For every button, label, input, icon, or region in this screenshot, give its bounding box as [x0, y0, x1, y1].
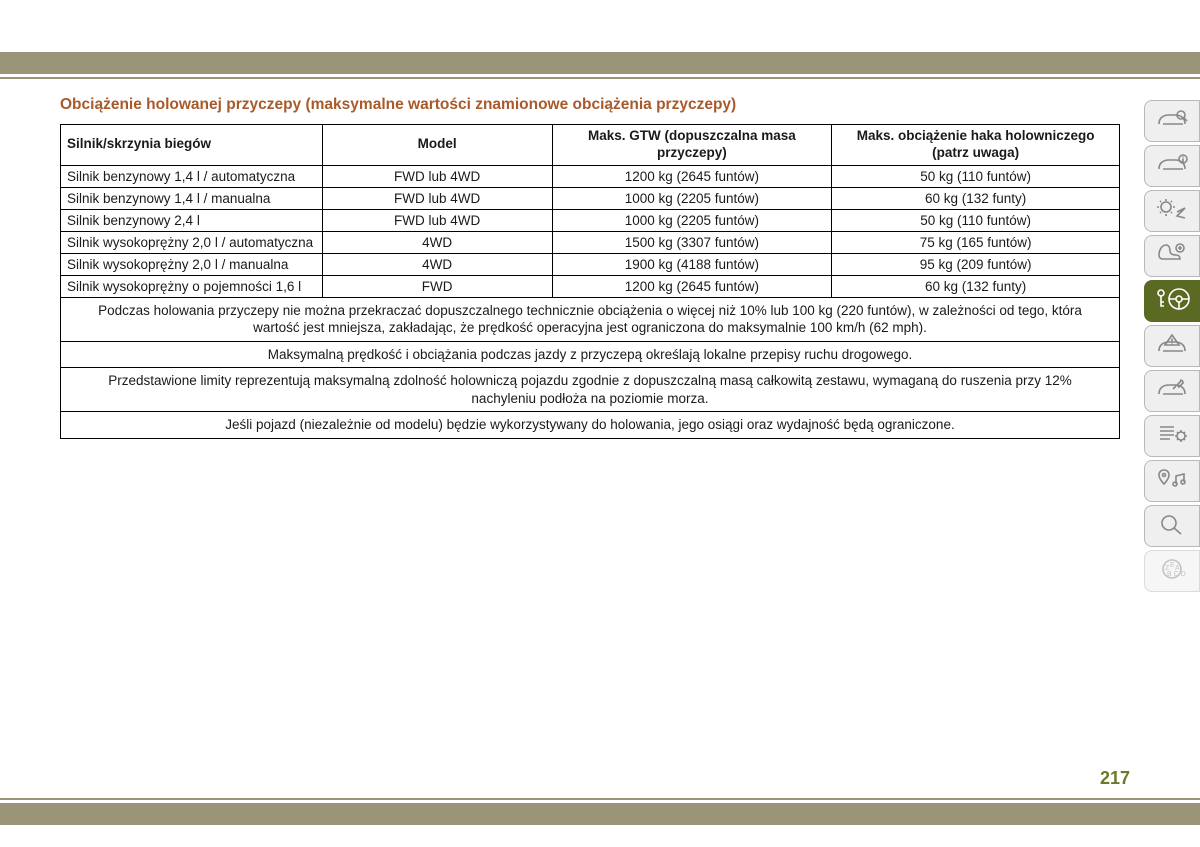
cell-hitch: 60 kg (132 funty)	[832, 275, 1120, 297]
cell-model: 4WD	[322, 231, 552, 253]
tab-lights[interactable]	[1144, 190, 1200, 232]
tab-seats[interactable]	[1144, 235, 1200, 277]
cell-hitch: 50 kg (110 funtów)	[832, 209, 1120, 231]
warning-car-icon	[1154, 331, 1190, 362]
tab-info[interactable]	[1144, 145, 1200, 187]
lights-icon	[1154, 196, 1190, 227]
car-search-icon	[1154, 106, 1190, 137]
cell-engine: Silnik benzynowy 2,4 l	[61, 209, 323, 231]
table-row: Silnik wysokoprężny o pojemności 1,6 l F…	[61, 275, 1120, 297]
tab-service[interactable]	[1144, 370, 1200, 412]
th-hitch: Maks. obciążenie haka holowniczego (patr…	[832, 125, 1120, 166]
tab-emergency[interactable]	[1144, 325, 1200, 367]
note-cell: Maksymalną prędkość i obciążania podczas…	[61, 341, 1120, 368]
page-number: 217	[1100, 768, 1130, 789]
cell-gtw: 1900 kg (4188 funtów)	[552, 253, 832, 275]
tab-index[interactable]: ZEAB C D	[1144, 550, 1200, 592]
table-row: Silnik wysokoprężny 2,0 l / manualna 4WD…	[61, 253, 1120, 275]
cell-hitch: 50 kg (110 funtów)	[832, 165, 1120, 187]
top-band	[0, 52, 1200, 74]
cell-model: FWD lub 4WD	[322, 187, 552, 209]
tab-multimedia[interactable]	[1144, 460, 1200, 502]
seat-icon	[1154, 241, 1190, 272]
cell-hitch: 95 kg (209 funtów)	[832, 253, 1120, 275]
table-note-row: Jeśli pojazd (niezależnie od modelu) będ…	[61, 412, 1120, 439]
cell-engine: Silnik wysokoprężny 2,0 l / automatyczna	[61, 231, 323, 253]
cell-gtw: 1200 kg (2645 funtów)	[552, 275, 832, 297]
cell-engine: Silnik benzynowy 1,4 l / automatyczna	[61, 165, 323, 187]
cell-gtw: 1000 kg (2205 funtów)	[552, 187, 832, 209]
svg-text:B C D: B C D	[1167, 571, 1186, 578]
table-note-row: Przedstawione limity reprezentują maksym…	[61, 368, 1120, 412]
th-gtw: Maks. GTW (dopuszczalna masa przyczepy)	[552, 125, 832, 166]
index-icon: ZEAB C D	[1154, 556, 1190, 587]
cell-gtw: 1200 kg (2645 funtów)	[552, 165, 832, 187]
table-row: Silnik benzynowy 2,4 l FWD lub 4WD 1000 …	[61, 209, 1120, 231]
list-gear-icon	[1154, 421, 1190, 452]
table-header-row: Silnik/skrzynia biegów Model Maks. GTW (…	[61, 125, 1120, 166]
cell-model: FWD lub 4WD	[322, 165, 552, 187]
car-info-icon	[1154, 151, 1190, 182]
cell-gtw: 1500 kg (3307 funtów)	[552, 231, 832, 253]
bottom-band	[0, 803, 1200, 825]
section-tabs: ZEAB C D	[1144, 100, 1200, 592]
magnifier-icon	[1154, 511, 1190, 542]
key-steering-icon	[1152, 285, 1192, 318]
cell-model: 4WD	[322, 253, 552, 275]
note-cell: Podczas holowania przyczepy nie można pr…	[61, 297, 1120, 341]
trailer-load-table: Silnik/skrzynia biegów Model Maks. GTW (…	[60, 124, 1120, 439]
section-title: Obciążenie holowanej przyczepy (maksymal…	[60, 96, 1120, 114]
cell-engine: Silnik benzynowy 1,4 l / manualna	[61, 187, 323, 209]
cell-engine: Silnik wysokoprężny o pojemności 1,6 l	[61, 275, 323, 297]
table-note-row: Podczas holowania przyczepy nie można pr…	[61, 297, 1120, 341]
page-content: Obciążenie holowanej przyczepy (maksymal…	[60, 96, 1120, 439]
tab-driving[interactable]	[1144, 280, 1200, 322]
cell-gtw: 1000 kg (2205 funtów)	[552, 209, 832, 231]
tab-search[interactable]	[1144, 505, 1200, 547]
table-row: Silnik benzynowy 1,4 l / manualna FWD lu…	[61, 187, 1120, 209]
cell-hitch: 75 kg (165 funtów)	[832, 231, 1120, 253]
cell-engine: Silnik wysokoprężny 2,0 l / manualna	[61, 253, 323, 275]
tab-specs[interactable]	[1144, 415, 1200, 457]
note-cell: Jeśli pojazd (niezależnie od modelu) będ…	[61, 412, 1120, 439]
cell-model: FWD	[322, 275, 552, 297]
nav-media-icon	[1154, 466, 1190, 497]
table-note-row: Maksymalną prędkość i obciążania podczas…	[61, 341, 1120, 368]
cell-hitch: 60 kg (132 funty)	[832, 187, 1120, 209]
th-model: Model	[322, 125, 552, 166]
cell-model: FWD lub 4WD	[322, 209, 552, 231]
tab-intro[interactable]	[1144, 100, 1200, 142]
service-icon	[1154, 376, 1190, 407]
table-row: Silnik benzynowy 1,4 l / automatyczna FW…	[61, 165, 1120, 187]
table-row: Silnik wysokoprężny 2,0 l / automatyczna…	[61, 231, 1120, 253]
th-engine: Silnik/skrzynia biegów	[61, 125, 323, 166]
note-cell: Przedstawione limity reprezentują maksym…	[61, 368, 1120, 412]
